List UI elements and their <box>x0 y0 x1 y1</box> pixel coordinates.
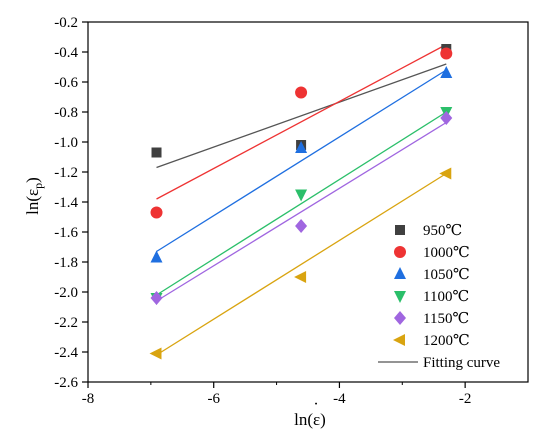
data-point <box>150 250 163 263</box>
data-point <box>149 347 162 360</box>
legend-marker <box>395 225 405 235</box>
y-axis-title: ln(εp) <box>23 177 45 215</box>
legend-marker <box>393 334 405 346</box>
legend-label: 1000℃ <box>423 245 470 261</box>
legend-marker <box>394 267 406 279</box>
legend-label: 950℃ <box>423 223 462 239</box>
y-tick-label: -1.4 <box>54 195 78 211</box>
y-tick-label: -1.2 <box>54 165 78 181</box>
fit-line <box>156 63 447 169</box>
data-point <box>440 47 453 60</box>
data-points <box>149 44 453 360</box>
y-tick-label: -0.6 <box>54 75 78 91</box>
y-tick-label: -0.4 <box>54 45 78 61</box>
data-point <box>439 167 452 180</box>
legend: 950℃ 1000℃ 1050℃ 1100℃ 1150℃ 1200℃ Fitting cur… <box>378 223 500 371</box>
data-point <box>294 271 307 283</box>
x-axis-title-dot: · <box>313 396 318 413</box>
x-tick-label: -4 <box>333 391 346 407</box>
y-tick-label: -0.8 <box>54 105 78 121</box>
plot-frame <box>87 21 529 383</box>
y-tick-label: -1.0 <box>54 135 78 151</box>
fitting-lines <box>156 43 447 356</box>
y-axis-title-main: ln(ε <box>23 189 42 215</box>
data-point <box>440 66 453 78</box>
fit-line <box>156 172 447 356</box>
x-tick-label: -6 <box>207 391 220 407</box>
data-point <box>151 147 162 158</box>
legend-label: 1050℃ <box>423 267 470 283</box>
legend-marker <box>394 291 406 303</box>
y-tick-label: -2.0 <box>54 285 78 301</box>
y-tick-label: -0.2 <box>54 15 78 31</box>
axis-ticks <box>82 21 466 388</box>
fit-line <box>156 121 447 302</box>
tick-labels: -8 -6 -4 -2 -0.2 -0.4 -0.6 -0.8 -1.0 -1.2 -1.4 -1.6… <box>54 15 471 407</box>
y-tick-label: -1.6 <box>54 225 78 241</box>
legend-marker <box>394 311 406 325</box>
legend-label: 1200℃ <box>423 333 470 349</box>
y-tick-label: -2.4 <box>54 345 78 361</box>
y-tick-label: -2.2 <box>54 315 78 331</box>
y-axis-title-subscript: p <box>31 183 45 189</box>
legend-label: 1150℃ <box>423 311 469 327</box>
y-tick-label: -1.8 <box>54 255 78 271</box>
data-point <box>295 219 308 233</box>
y-axis-title-close: ) <box>23 177 42 183</box>
y-tick-label: -2.6 <box>54 375 78 391</box>
data-point <box>295 189 308 202</box>
legend-label: Fitting curve <box>423 355 500 371</box>
fit-line <box>156 111 447 296</box>
data-point <box>295 86 308 99</box>
legend-label: 1100℃ <box>423 289 469 305</box>
x-tick-label: -2 <box>459 391 472 407</box>
x-axis-title: ln(ε) <box>294 410 326 429</box>
legend-marker <box>394 246 406 258</box>
data-point <box>150 291 163 305</box>
fit-line <box>156 43 447 200</box>
data-point <box>150 206 163 219</box>
fit-line <box>156 69 447 253</box>
data-point <box>440 111 453 125</box>
data-point <box>295 141 308 153</box>
x-tick-label: -8 <box>82 391 95 407</box>
